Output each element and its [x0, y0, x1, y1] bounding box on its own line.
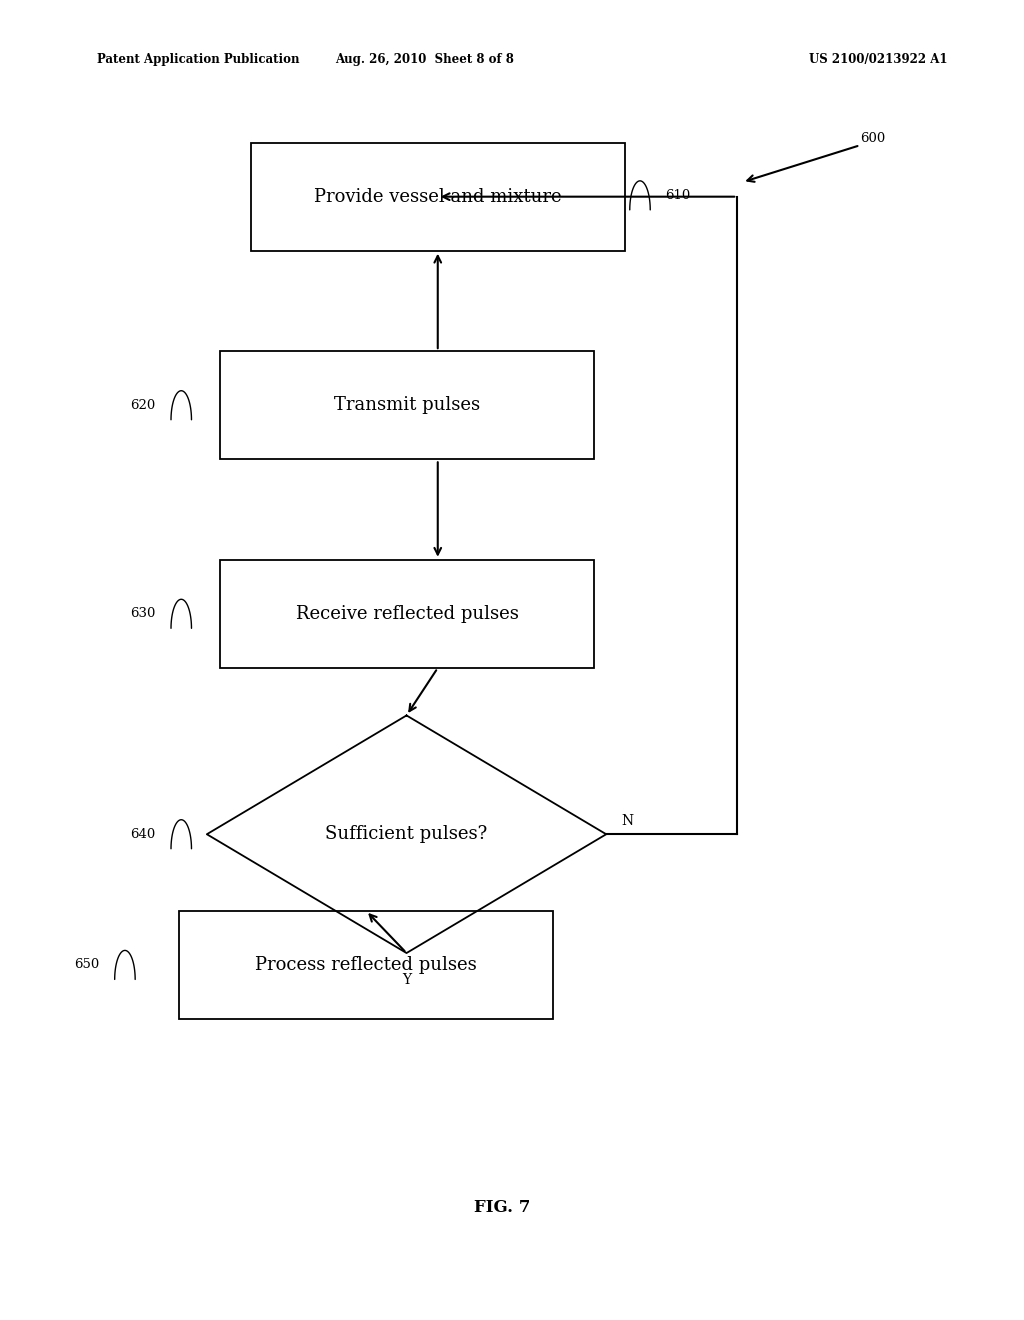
Text: 600: 600 — [860, 132, 886, 145]
FancyBboxPatch shape — [220, 560, 594, 668]
Text: 640: 640 — [130, 828, 156, 841]
Text: Patent Application Publication: Patent Application Publication — [97, 53, 300, 66]
Text: Transmit pulses: Transmit pulses — [334, 396, 480, 414]
Text: 630: 630 — [130, 607, 156, 620]
Text: Y: Y — [402, 973, 411, 987]
Text: Provide vessel and mixture: Provide vessel and mixture — [314, 187, 561, 206]
Text: 620: 620 — [130, 399, 156, 412]
Text: US 2100/0213922 A1: US 2100/0213922 A1 — [809, 53, 947, 66]
Text: FIG. 7: FIG. 7 — [473, 1200, 530, 1216]
Text: Receive reflected pulses: Receive reflected pulses — [296, 605, 518, 623]
FancyBboxPatch shape — [179, 911, 553, 1019]
Text: Sufficient pulses?: Sufficient pulses? — [326, 825, 487, 843]
FancyBboxPatch shape — [251, 143, 625, 251]
Polygon shape — [207, 715, 606, 953]
Text: 610: 610 — [666, 189, 691, 202]
Text: Aug. 26, 2010  Sheet 8 of 8: Aug. 26, 2010 Sheet 8 of 8 — [336, 53, 514, 66]
Text: N: N — [622, 814, 634, 828]
FancyBboxPatch shape — [220, 351, 594, 459]
Text: Process reflected pulses: Process reflected pulses — [255, 956, 477, 974]
Text: 650: 650 — [74, 958, 99, 972]
